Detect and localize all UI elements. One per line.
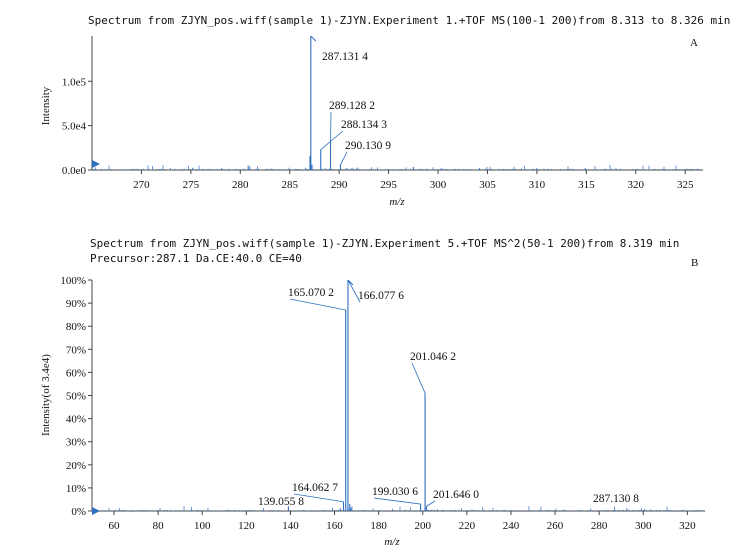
panel-b-y-tick-label: 70% — [66, 344, 86, 356]
panel-b-x-tick-label: 240 — [503, 520, 520, 532]
panel-b-x-tick-label: 300 — [635, 520, 652, 532]
panel-b-peak-label: 139.055 8 — [258, 496, 304, 508]
panel-a-x-tick-label: 275 — [183, 179, 200, 191]
panel-a-x-tick-label: 270 — [133, 179, 150, 191]
panel-a-x-tick-label: 325 — [677, 179, 694, 191]
panel-a-y-tick-label: 1.0e5 — [62, 76, 87, 88]
panel-a-title: Spectrum from ZJYN_pos.wiff(sample 1)-ZJ… — [88, 14, 730, 27]
panel-b-label-leader — [373, 497, 421, 505]
panel-b-x-axis-label: m/z — [384, 536, 400, 548]
panel-a-x-tick-label: 315 — [578, 179, 595, 191]
panel-b-y-tick-label: 60% — [66, 367, 86, 379]
panel-a-y-axis-label: Intensity — [40, 86, 52, 125]
panel-b-x-tick-label: 160 — [326, 520, 343, 532]
panel-b-x-tick-label: 260 — [547, 520, 564, 532]
panel-b-y-tick-label: 40% — [66, 414, 86, 426]
panel-b-peak-label: 201.646 0 — [433, 489, 479, 501]
panel-b-y-tick-label: 20% — [66, 460, 86, 472]
panel-a-peak-cap — [310, 35, 317, 42]
panel-a-y-tick-label: 0.0e0 — [62, 165, 87, 177]
panel-b-baseline-marker — [92, 507, 100, 515]
panel-a-peak-label: 290.130 9 — [345, 140, 391, 152]
panel-b-baseline-noise — [93, 506, 702, 511]
panel-b-y-tick-label: 80% — [66, 321, 86, 333]
panel-b-subtitle: Precursor:287.1 Da.CE:40.0 CE=40 — [90, 252, 302, 265]
panel-b-x-tick-label: 100 — [194, 520, 211, 532]
panel-b-peak-label: 166.077 6 — [358, 290, 404, 302]
panel-a-x-tick-label: 305 — [479, 179, 496, 191]
panel-a-peak-labels: 287.131 4 289.128 2 288.134 3 290.130 9 — [320, 51, 391, 165]
panel-a-x-tick-label: 300 — [430, 179, 447, 191]
panel-b-y-axis-label: Intensity(of 3.4e4) — [40, 354, 52, 436]
panel-b-x-tick-label: 140 — [282, 520, 299, 532]
panel-b-x-tick-label: 60 — [109, 520, 121, 532]
panel-b-x-tick-label: 220 — [459, 520, 476, 532]
panel-b-label-leader — [289, 298, 346, 311]
panel-b-title: Spectrum from ZJYN_pos.wiff(sample 1)-ZJ… — [90, 237, 679, 250]
panel-a-x-tick-label: 310 — [529, 179, 546, 191]
panel-b-peak-label: 201.046 2 — [410, 351, 456, 363]
panel-b-spectrum: Spectrum from ZJYN_pos.wiff(sample 1)-ZJ… — [40, 237, 705, 548]
panel-b-x-tick-label: 280 — [591, 520, 608, 532]
panel-b-peak-label: 287.130 8 — [593, 493, 639, 505]
panel-b-y-tick-label: 30% — [66, 437, 86, 449]
panel-b-x-tick-label: 180 — [370, 520, 387, 532]
panel-a-label-leader — [340, 151, 348, 165]
panel-a-x-tick-label: 290 — [331, 179, 348, 191]
panel-b-x-tick-label: 320 — [679, 520, 696, 532]
panel-b-peak-label: 199.030 6 — [372, 486, 418, 498]
panel-a-x-tick-label: 320 — [628, 179, 645, 191]
panel-a-baseline-marker — [92, 160, 100, 168]
panel-a-letter: A — [690, 37, 698, 49]
panel-a-x-axis-label: m/z — [389, 196, 405, 208]
panel-a-peak-label: 289.128 2 — [329, 100, 375, 112]
panel-b-label-leader — [411, 362, 426, 394]
panel-a-spectrum: Spectrum from ZJYN_pos.wiff(sample 1)-ZJ… — [40, 14, 730, 208]
panel-a-peaks — [93, 35, 699, 170]
panel-b-peak-labels: 165.070 2 166.077 6 201.046 2 164.062 7 199.… — [258, 279, 639, 508]
panel-b-peak-label: 164.062 7 — [292, 482, 338, 494]
panel-a-peak-label: 287.131 4 — [322, 51, 368, 63]
panel-b-x-tick-label: 120 — [238, 520, 255, 532]
panel-b-y-tick-label: 100% — [60, 275, 86, 287]
panel-a-peak-label: 288.134 3 — [341, 119, 387, 131]
panel-b-x-tick-label: 80 — [153, 520, 165, 532]
panel-b-peak-label: 165.070 2 — [288, 287, 334, 299]
panel-b-label-leader — [426, 500, 436, 507]
panel-a-y-tick-label: 5.0e4 — [62, 121, 87, 133]
panel-b-label-leader — [293, 493, 344, 503]
panel-b-label-leader — [347, 279, 361, 303]
panel-b-y-tick-label: 90% — [66, 298, 86, 310]
panel-a-axes: 270 275 280 285 290 295 300 305 310 315 320 325 0.0e… — [62, 36, 703, 191]
panel-a-x-tick-label: 280 — [232, 179, 249, 191]
panel-b-y-tick-label: 50% — [66, 391, 86, 403]
panel-a-baseline-noise — [93, 165, 699, 170]
panel-a-x-tick-label: 285 — [281, 179, 298, 191]
panel-b-letter: B — [691, 257, 698, 269]
panel-a-label-leader — [320, 130, 344, 150]
panel-b-peaks — [93, 279, 702, 511]
panel-a-x-tick-label: 295 — [380, 179, 397, 191]
panel-b-y-tick-label: 0% — [71, 506, 86, 518]
panel-b-y-tick-label: 10% — [66, 483, 86, 495]
panel-b-x-tick-label: 200 — [415, 520, 432, 532]
